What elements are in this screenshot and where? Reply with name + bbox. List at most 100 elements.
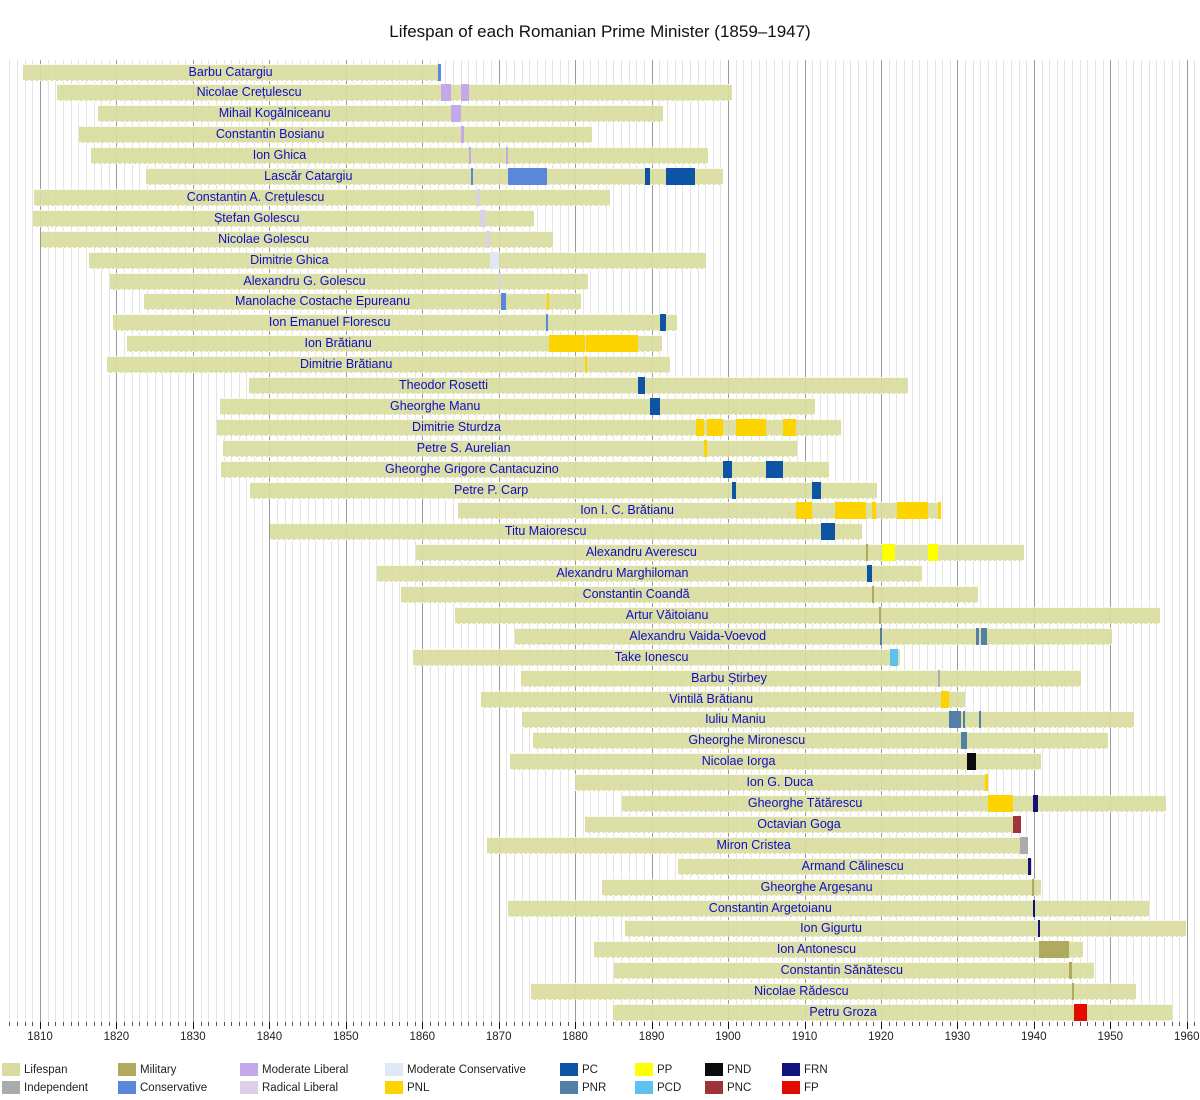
axis-major-tick [575, 1022, 577, 1029]
legend-label: Moderate Liberal [262, 1064, 349, 1076]
decade-gridline [192, 60, 194, 1022]
axis-minor-tick [154, 1022, 156, 1026]
legend-swatch-pcd [635, 1081, 653, 1094]
year-gridline [407, 60, 408, 1022]
axis-minor-tick [231, 1022, 233, 1026]
axis-minor-tick [766, 1022, 768, 1026]
year-gridline [1026, 60, 1028, 1022]
axis-major-tick [116, 1022, 118, 1029]
year-gridline [353, 60, 355, 1022]
axis-year-label: 1870 [485, 1031, 512, 1043]
decade-gridline [116, 60, 118, 1022]
year-gridline [766, 60, 768, 1022]
term-segment-pc [666, 168, 696, 185]
axis-minor-tick [1095, 1022, 1096, 1026]
term-segment-conservative [546, 314, 549, 332]
year-gridline [1056, 60, 1058, 1022]
year-gridline [796, 60, 798, 1022]
axis-minor-tick [162, 1022, 164, 1026]
axis-year-label: 1890 [638, 1031, 665, 1043]
lifespan-bar [221, 460, 829, 478]
axis-major-tick [1110, 1022, 1112, 1029]
decade-gridline [575, 60, 577, 1022]
axis-minor-tick [689, 1022, 691, 1026]
axis-minor-tick [934, 1022, 936, 1026]
pm-name-label: Manolache Costache Epureanu [234, 294, 411, 309]
pm-name-label: Constantin Argetoianu [708, 900, 832, 915]
pm-name-label: Barbu Știrbey [691, 670, 767, 685]
legend-label: Independent [24, 1082, 88, 1094]
pm-name-label: Dimitrie Ghica [250, 252, 329, 267]
axis-minor-tick [108, 1022, 110, 1026]
axis-major-tick [345, 1022, 347, 1029]
decade-gridline [269, 60, 271, 1022]
axis-minor-tick [536, 1022, 538, 1026]
axis-minor-tick [1171, 1022, 1173, 1026]
term-segment-pcd [890, 648, 898, 666]
year-gridline [636, 60, 638, 1022]
lifespan-bar [270, 523, 862, 541]
lifespan-bar [457, 502, 942, 520]
term-segment-pc [811, 481, 822, 499]
axis-minor-tick [666, 1022, 668, 1026]
axis-minor-tick [873, 1022, 875, 1026]
year-gridline [292, 60, 294, 1022]
term-segment-pnc [1013, 815, 1022, 833]
axis-major-tick [880, 1022, 882, 1029]
axis-minor-tick [223, 1022, 225, 1026]
axis-year-label: 1930 [944, 1031, 971, 1043]
year-gridline [1133, 60, 1135, 1022]
term-segment-military [866, 544, 869, 562]
axis-year-label: 1810 [27, 1031, 53, 1043]
year-gridline [1171, 60, 1173, 1022]
decade-gridline [1033, 60, 1035, 1022]
year-gridline [896, 60, 898, 1022]
axis-minor-tick [559, 1022, 561, 1026]
year-gridline [315, 60, 317, 1022]
year-gridline [483, 60, 485, 1022]
year-gridline [942, 60, 944, 1022]
axis-year-label: 1910 [791, 1031, 818, 1043]
axis-minor-tick [246, 1022, 248, 1026]
axis-minor-tick [896, 1022, 898, 1026]
term-segment-pc [722, 460, 732, 478]
pm-name-label: Constantin A. Crețulescu [186, 189, 325, 204]
chart-title: Lifespan of each Romanian Prime Minister… [389, 22, 811, 41]
legend-label: PCD [657, 1082, 682, 1094]
axis-minor-tick [582, 1022, 584, 1026]
axis-minor-tick [911, 1022, 913, 1026]
term-segment-pnl [707, 418, 723, 436]
pm-name-label: Take Ionescu [614, 649, 689, 664]
axis-minor-tick [1179, 1022, 1181, 1026]
pm-name-label: Iuliu Maniu [705, 712, 766, 727]
year-gridline [934, 60, 936, 1022]
lifespan-bar [487, 836, 1028, 854]
year-gridline [689, 60, 691, 1022]
year-gridline [827, 60, 829, 1022]
axis-minor-tick [330, 1022, 332, 1026]
term-segment-pnr [880, 627, 883, 645]
axis-minor-tick [751, 1022, 752, 1026]
year-gridline [911, 60, 913, 1022]
year-gridline [590, 60, 592, 1022]
axis-minor-tick [1079, 1022, 1081, 1026]
axis-minor-tick [674, 1022, 676, 1026]
term-segment-pnl [796, 502, 812, 520]
axis-minor-tick [200, 1022, 202, 1026]
pm-name-label: Ion G. Duca [746, 775, 814, 790]
axis-year-label: 1860 [409, 1031, 436, 1043]
year-gridline [1117, 60, 1119, 1022]
year-gridline [1049, 60, 1051, 1022]
axis-year-label: 1900 [715, 1031, 741, 1043]
pm-name-label: Gheorghe Mironescu [688, 733, 806, 748]
lifespan-bar [601, 878, 1041, 896]
year-gridline [1095, 60, 1096, 1022]
year-gridline [965, 60, 966, 1022]
term-segment-pnl [704, 439, 708, 457]
year-gridline [414, 60, 416, 1022]
axis-minor-tick [1117, 1022, 1119, 1026]
year-gridline [162, 60, 164, 1022]
lifespan-bar [33, 209, 535, 227]
year-gridline [93, 60, 95, 1022]
lifespan-bar [522, 711, 1134, 729]
